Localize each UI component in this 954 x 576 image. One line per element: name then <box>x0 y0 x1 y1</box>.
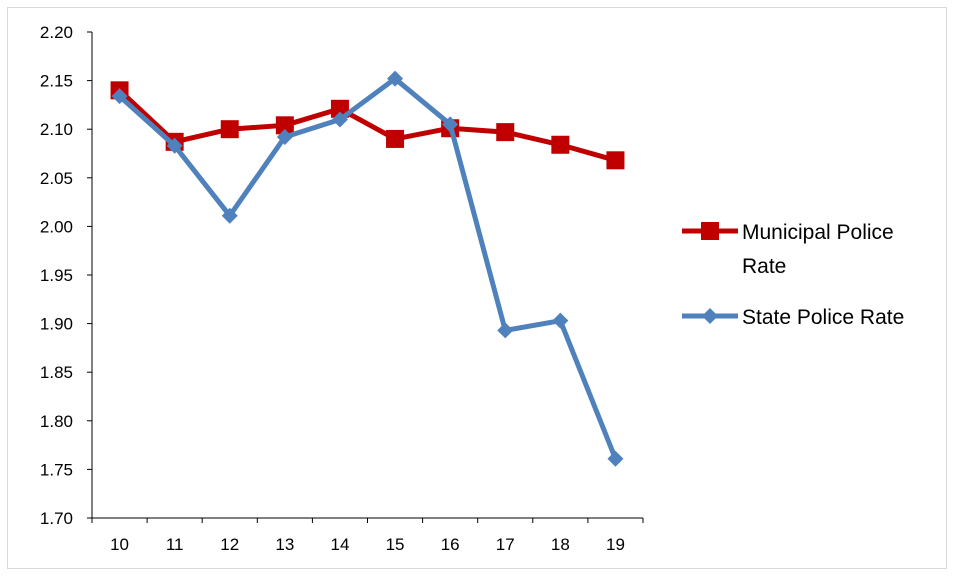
data-point-1 <box>166 137 183 154</box>
data-point-0 <box>220 120 239 139</box>
y-tick-label: 2.10 <box>40 120 73 139</box>
legend-marker-0 <box>701 222 719 240</box>
data-point-0 <box>386 129 405 148</box>
data-point-1 <box>497 322 514 339</box>
data-point-1 <box>552 312 569 329</box>
chart-area <box>7 7 947 569</box>
y-tick-label: 1.95 <box>40 266 73 285</box>
data-point-1 <box>276 128 293 145</box>
data-point-1 <box>221 207 238 224</box>
x-tick-label: 19 <box>606 535 625 554</box>
data-point-1 <box>111 88 128 105</box>
x-tick-label: 17 <box>496 535 515 554</box>
data-point-0 <box>275 116 294 135</box>
y-tick-label: 2.20 <box>40 23 73 42</box>
series-line-1 <box>117 76 618 460</box>
legend-label: Rate <box>742 255 786 278</box>
data-point-0 <box>551 135 570 154</box>
x-tick-label: 15 <box>386 535 405 554</box>
y-tick-label: 2.00 <box>40 217 73 236</box>
x-tick-label: 12 <box>220 535 239 554</box>
legend-label: State Police Rate <box>742 306 904 329</box>
x-tick-label: 16 <box>441 535 460 554</box>
data-point-0 <box>496 123 515 142</box>
y-tick-label: 1.85 <box>40 363 73 382</box>
legend-marker-1 <box>702 308 718 324</box>
y-tick-label: 1.80 <box>40 412 73 431</box>
data-point-0 <box>606 151 625 170</box>
y-tick-label: 2.15 <box>40 72 73 91</box>
x-tick-label: 10 <box>110 535 129 554</box>
data-point-1 <box>442 116 459 133</box>
y-tick-label: 1.75 <box>40 460 73 479</box>
x-tick-label: 11 <box>166 535 184 554</box>
x-tick-label: 18 <box>551 535 570 554</box>
legend-label: Municipal Police <box>742 221 894 244</box>
data-point-1 <box>387 70 404 87</box>
y-tick-label: 1.70 <box>40 509 73 528</box>
y-tick-label: 2.05 <box>40 169 73 188</box>
x-tick-label: 13 <box>275 535 294 554</box>
y-tick-label: 1.90 <box>40 315 73 334</box>
data-point-1 <box>331 111 348 128</box>
x-tick-label: 14 <box>330 535 349 554</box>
data-point-1 <box>607 450 624 467</box>
series-line-0 <box>117 88 617 163</box>
